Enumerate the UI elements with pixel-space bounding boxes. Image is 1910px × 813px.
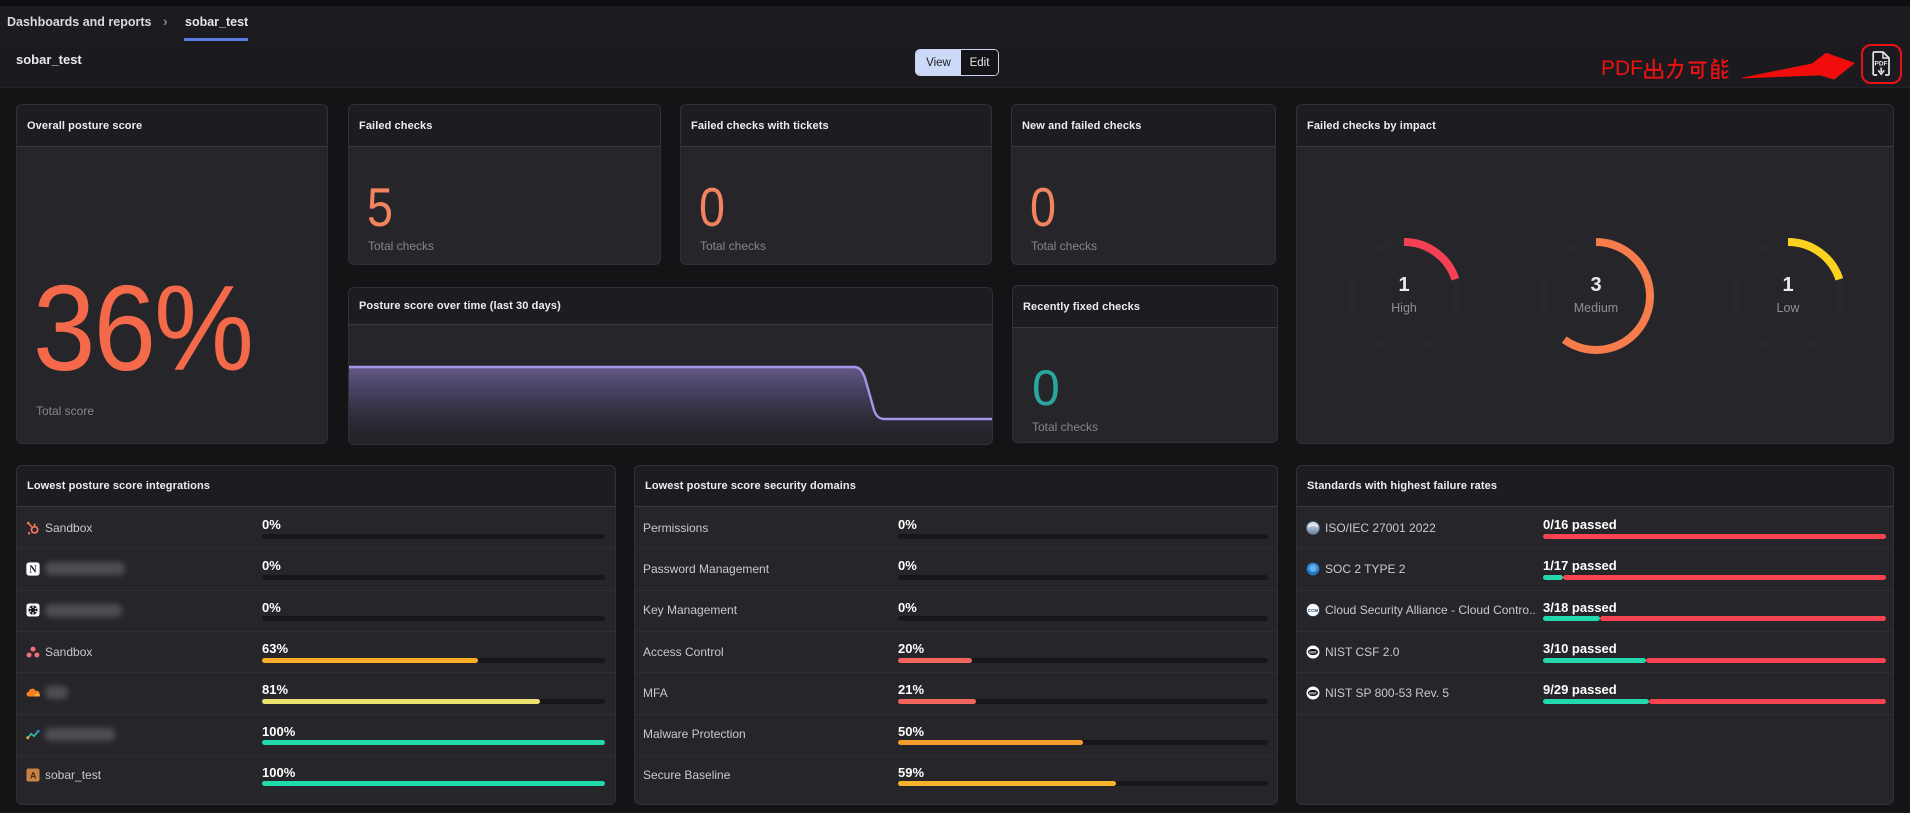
svg-text:PDF: PDF: [1875, 61, 1888, 68]
svg-text:CCM: CCM: [1308, 608, 1319, 613]
svg-text:NIST: NIST: [1309, 650, 1318, 654]
svg-text:A: A: [30, 771, 37, 781]
svg-text:N: N: [29, 564, 37, 575]
svg-text:NIST: NIST: [1309, 691, 1318, 695]
